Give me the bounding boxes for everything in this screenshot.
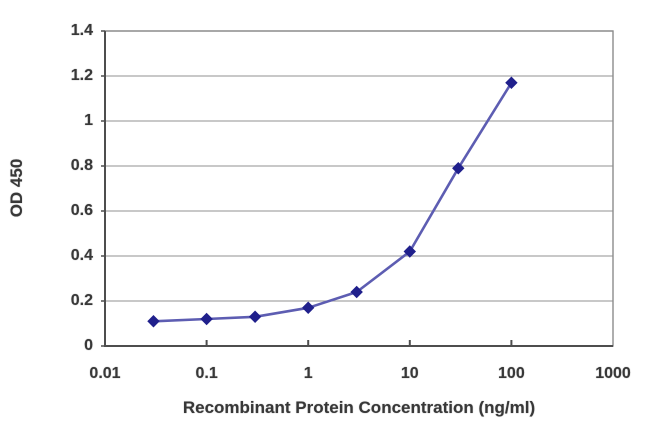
y-tick-label: 1.4	[70, 22, 93, 39]
y-tick-label: 1	[84, 112, 93, 129]
series-line	[152, 81, 513, 323]
data-point-marker	[403, 245, 417, 258]
y-tick-label: 1.2	[70, 67, 93, 84]
x-tick-label: 10	[400, 365, 419, 382]
data-point-marker	[350, 285, 363, 299]
data-point-marker	[452, 162, 465, 175]
data-point-marker	[301, 301, 315, 314]
x-tick-label: 1	[303, 365, 313, 382]
y-axis-title: OD 450	[7, 158, 26, 218]
x-tick-label: 100	[498, 365, 525, 382]
y-tick-label: 0.2	[70, 292, 93, 309]
plot-border	[104, 30, 614, 347]
x-tick-label: 1000	[595, 365, 631, 382]
y-tick-label: 0.6	[70, 202, 93, 219]
y-tick-label: 0	[84, 337, 93, 354]
data-point-marker	[200, 312, 213, 326]
x-axis-title: Recombinant Protein Concentration (ng/ml…	[182, 398, 536, 417]
data-point-marker	[248, 310, 262, 323]
x-tick-label: 0.1	[195, 365, 218, 382]
y-tick-label: 0.8	[70, 157, 93, 174]
y-tick-label: 0.4	[70, 247, 93, 264]
data-point-marker	[505, 76, 518, 89]
data-point-marker	[147, 315, 160, 328]
x-tick-label: 0.01	[89, 365, 121, 382]
